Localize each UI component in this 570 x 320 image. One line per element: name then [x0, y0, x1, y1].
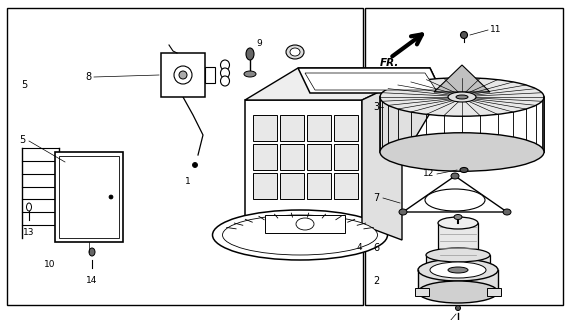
Text: 12: 12: [422, 170, 434, 179]
Ellipse shape: [221, 76, 230, 86]
Ellipse shape: [448, 267, 468, 273]
Bar: [7, 8, 363, 305]
Polygon shape: [403, 176, 507, 212]
Bar: [205, 67, 215, 83]
Text: 9: 9: [256, 39, 262, 49]
Ellipse shape: [503, 209, 511, 215]
Bar: [418, 270, 498, 292]
Text: FR.: FR.: [380, 58, 400, 68]
Text: 7: 7: [373, 193, 379, 203]
Ellipse shape: [456, 95, 468, 99]
Ellipse shape: [89, 248, 95, 256]
Ellipse shape: [380, 133, 544, 171]
Ellipse shape: [438, 217, 478, 229]
Text: 1: 1: [185, 177, 191, 186]
Ellipse shape: [454, 214, 462, 220]
Bar: [426, 255, 490, 269]
Ellipse shape: [286, 45, 304, 59]
Ellipse shape: [244, 71, 256, 77]
Bar: [307, 115, 331, 141]
Ellipse shape: [460, 167, 468, 172]
Ellipse shape: [425, 189, 485, 211]
Text: 13: 13: [23, 228, 35, 237]
Ellipse shape: [380, 78, 544, 116]
Text: 14: 14: [86, 276, 97, 285]
Ellipse shape: [455, 306, 461, 310]
Bar: [365, 8, 563, 305]
Text: 3: 3: [373, 102, 379, 112]
Ellipse shape: [179, 71, 187, 79]
Bar: [334, 173, 358, 199]
Polygon shape: [298, 68, 442, 93]
Ellipse shape: [221, 68, 230, 78]
Bar: [334, 115, 358, 141]
Ellipse shape: [174, 66, 192, 84]
Text: 5: 5: [19, 135, 25, 145]
Polygon shape: [362, 68, 442, 240]
Bar: [253, 144, 277, 170]
Ellipse shape: [451, 173, 459, 179]
Bar: [280, 173, 304, 199]
Ellipse shape: [448, 92, 476, 102]
Ellipse shape: [399, 209, 407, 215]
Bar: [415, 288, 429, 296]
Bar: [307, 144, 331, 170]
Ellipse shape: [426, 248, 490, 262]
Ellipse shape: [213, 210, 388, 260]
Text: 4: 4: [357, 244, 363, 252]
Text: 6: 6: [373, 243, 379, 253]
Bar: [280, 115, 304, 141]
Bar: [59, 156, 119, 238]
Ellipse shape: [193, 163, 197, 167]
Ellipse shape: [418, 259, 498, 281]
Bar: [380, 97, 544, 152]
Ellipse shape: [26, 203, 31, 211]
Ellipse shape: [246, 48, 254, 60]
Bar: [253, 115, 277, 141]
Ellipse shape: [418, 281, 498, 303]
Ellipse shape: [426, 262, 490, 276]
Text: 10: 10: [44, 260, 56, 269]
Ellipse shape: [222, 215, 377, 255]
Bar: [55, 152, 123, 242]
Polygon shape: [434, 65, 490, 92]
Text: 11: 11: [490, 25, 502, 34]
Bar: [280, 144, 304, 170]
Ellipse shape: [109, 195, 113, 199]
Ellipse shape: [430, 262, 486, 278]
Bar: [307, 173, 331, 199]
Bar: [245, 100, 362, 225]
Ellipse shape: [221, 60, 230, 70]
Text: 8: 8: [86, 72, 92, 82]
Bar: [438, 223, 478, 258]
Text: 5: 5: [21, 80, 27, 90]
Polygon shape: [245, 68, 430, 100]
Ellipse shape: [290, 48, 300, 56]
Polygon shape: [305, 73, 436, 90]
Bar: [334, 144, 358, 170]
Text: 2: 2: [373, 276, 379, 286]
Ellipse shape: [296, 218, 314, 230]
Bar: [161, 53, 205, 97]
Ellipse shape: [461, 31, 467, 38]
Bar: [487, 288, 501, 296]
Bar: [265, 215, 345, 233]
Ellipse shape: [438, 252, 478, 264]
Bar: [253, 173, 277, 199]
